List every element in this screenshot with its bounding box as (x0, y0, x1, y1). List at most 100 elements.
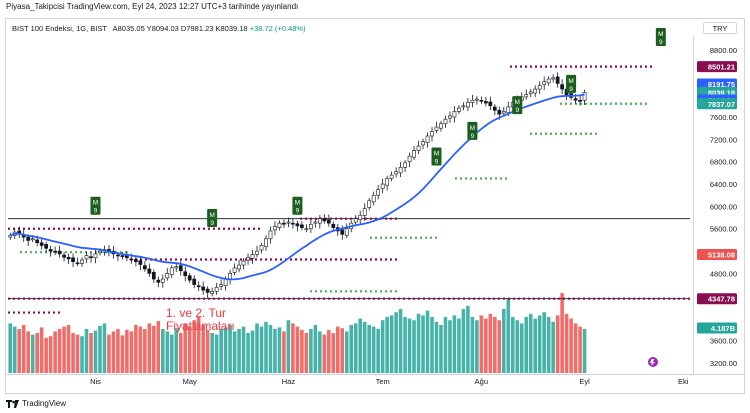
volume-bar (66, 325, 71, 373)
candle-body (147, 268, 152, 274)
volume-bar (466, 305, 470, 373)
volume-bar (479, 315, 484, 373)
candle-body (169, 267, 174, 275)
volume-bar (12, 326, 17, 373)
volume-bar (533, 318, 537, 373)
volume-bar (273, 329, 277, 373)
candle-body (466, 102, 470, 108)
candle-body (89, 256, 93, 259)
volume-bar (62, 326, 66, 373)
volume-bar (268, 325, 273, 373)
setup-badge-m: M (434, 151, 439, 158)
price-tick-label: 7600.00 (710, 113, 737, 122)
volume-bar (484, 318, 488, 373)
volume-bar (497, 320, 502, 373)
price-tick-label: 5600.00 (710, 225, 737, 234)
volume-bar (309, 329, 313, 373)
volume-bar (169, 334, 174, 373)
price-tick-label: 6000.00 (710, 202, 737, 211)
candle-body (443, 118, 448, 125)
candle-body (35, 239, 40, 244)
volume-bar (17, 329, 22, 373)
currency-button[interactable]: TRY (703, 22, 737, 34)
candle-body (98, 250, 102, 254)
price-tag (697, 322, 737, 334)
volume-bar (331, 333, 336, 373)
candle-body (452, 111, 457, 118)
time-tick-label: Eyl (579, 377, 590, 386)
volume-bar (421, 315, 425, 373)
setup-badge-m: M (568, 78, 573, 85)
candle-body (528, 91, 533, 94)
volume-bar (174, 328, 179, 373)
candle-body (183, 271, 188, 276)
candle-body (492, 106, 497, 111)
volume-bar (371, 326, 376, 373)
candle-body (546, 78, 551, 84)
volume-bar (57, 329, 62, 373)
candle-body (286, 221, 291, 224)
candle-body (196, 285, 201, 288)
time-tick-label: Eki (678, 377, 689, 386)
note-line-2: Fiyatlamaları (166, 319, 235, 333)
price-tick-label: 7200.00 (710, 135, 737, 144)
candle-body (160, 278, 165, 283)
candle-body (142, 265, 147, 270)
footer-brand-text: TradingView (22, 399, 67, 408)
candle-body (533, 88, 538, 94)
setup-badge-m: M (295, 200, 300, 207)
candle-body (26, 236, 31, 241)
candle-body (398, 166, 403, 174)
volume-bar (264, 321, 268, 373)
candle-body (291, 222, 295, 225)
setup-badge-count: 9 (94, 208, 98, 215)
candle-body (84, 255, 89, 260)
volume-bar (407, 318, 412, 373)
candle-body (582, 92, 587, 101)
volume-bar (403, 317, 407, 373)
candle-body (282, 222, 286, 225)
candle-body (277, 222, 282, 228)
time-tick-label: Haz (282, 377, 296, 386)
volume-bar (214, 334, 219, 373)
alert-icon[interactable] (648, 357, 658, 367)
volume-bar (255, 323, 259, 373)
candle-body (241, 260, 246, 266)
setup-badge (512, 96, 523, 115)
price-tag (697, 249, 737, 261)
candle-body (201, 286, 206, 291)
volume-bar (582, 329, 587, 373)
candle-body (371, 194, 376, 203)
volume-bar (515, 320, 520, 373)
volume-bar (93, 330, 98, 373)
volume-bar (510, 317, 515, 373)
price-tag-label: 4.187B (711, 324, 736, 333)
volume-bar (340, 328, 345, 373)
volume-bar (71, 333, 75, 373)
publish-caption: Piyasa_Takipcisi TradingView.com, Eyl 24… (6, 2, 299, 11)
volume-bar (344, 331, 349, 373)
volume-bar (147, 323, 152, 373)
volume-bar (75, 334, 80, 373)
time-tick-label: May (183, 377, 197, 386)
volume-bar (452, 315, 457, 373)
candle-body (488, 101, 493, 107)
candle-body (295, 223, 300, 227)
candle-body (448, 115, 452, 119)
setup-badge-m: M (470, 125, 475, 132)
annotation-note: 1. ve 2. Tur Fiyatlamaları (166, 306, 235, 333)
volume-bar (542, 312, 546, 373)
candle-body (205, 288, 210, 293)
volume-bar (385, 317, 389, 373)
candle-body (506, 106, 511, 113)
volume-bar (282, 331, 286, 373)
volume-bar (246, 333, 250, 373)
volume-bar (560, 293, 564, 373)
candle-body (75, 262, 80, 265)
price-tag-label: 4347.78 (708, 295, 735, 304)
volume-bar (44, 337, 48, 373)
dotted-levels (8, 65, 690, 314)
volume-bar (578, 326, 582, 373)
setup-badge-m: M (515, 99, 520, 106)
